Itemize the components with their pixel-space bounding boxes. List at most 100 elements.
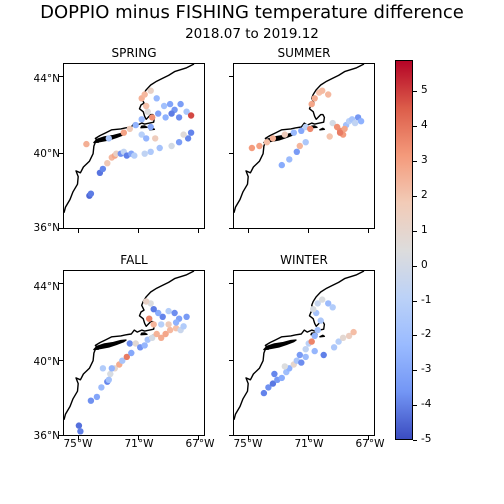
temperature-diff-point bbox=[311, 95, 318, 102]
lon-tick-mark bbox=[307, 436, 309, 440]
temperature-diff-point bbox=[141, 342, 148, 349]
temperature-diff-point bbox=[307, 125, 314, 133]
temperature-diff-point bbox=[183, 108, 190, 115]
temperature-diff-point bbox=[153, 95, 160, 102]
temperature-diff-point bbox=[345, 332, 353, 340]
lon-tick-mark bbox=[367, 229, 369, 233]
lat-tick-mark bbox=[59, 283, 63, 285]
temperature-diff-point bbox=[83, 140, 90, 148]
colorbar-tick-mark bbox=[413, 195, 417, 197]
panel-title-spring: SPRING bbox=[111, 46, 157, 60]
temperature-diff-point bbox=[155, 309, 162, 317]
temperature-diff-point bbox=[248, 144, 256, 152]
temperature-diff-point bbox=[75, 422, 83, 429]
temperature-diff-point bbox=[93, 393, 101, 401]
temperature-diff-point bbox=[269, 135, 277, 142]
temperature-diff-point bbox=[278, 161, 285, 169]
temperature-diff-point bbox=[281, 131, 288, 138]
temperature-diff-point bbox=[187, 112, 195, 119]
colorbar-tick-mark bbox=[413, 405, 417, 407]
lat-tick-mark bbox=[59, 435, 63, 436]
temperature-diff-point bbox=[310, 306, 317, 313]
temperature-diff-point bbox=[281, 363, 288, 370]
temperature-diff-point bbox=[308, 100, 315, 108]
temperature-diff-point bbox=[286, 156, 293, 163]
coastline bbox=[234, 271, 365, 420]
temperature-diff-point bbox=[87, 190, 95, 197]
temperature-diff-point bbox=[265, 384, 272, 391]
temperature-diff-point bbox=[172, 319, 180, 326]
lat-tick-mark bbox=[229, 283, 233, 285]
temperature-diff-point bbox=[175, 139, 183, 146]
temperature-diff-point bbox=[263, 139, 271, 146]
temperature-diff-point bbox=[98, 384, 105, 391]
lat-tick-mark bbox=[229, 228, 233, 229]
temperature-diff-point bbox=[296, 351, 303, 359]
temperature-diff-point bbox=[180, 323, 187, 330]
lat-tick-mark bbox=[229, 76, 233, 78]
panel-title-winter: WINTER bbox=[280, 253, 328, 267]
temperature-diff-point bbox=[126, 340, 133, 347]
temperature-diff-point bbox=[155, 110, 162, 117]
colorbar-tick-mark bbox=[413, 370, 417, 372]
lat-tick-mark bbox=[229, 152, 233, 154]
colorbar-tick-mark bbox=[413, 335, 417, 337]
temperature-diff-point bbox=[260, 389, 268, 397]
figure-subtitle: 2018.07 to 2019.12 bbox=[185, 26, 319, 42]
colorbar-tick-label: 4 bbox=[421, 119, 428, 132]
coastline bbox=[64, 64, 195, 213]
temperature-diff-point bbox=[302, 139, 309, 146]
temperature-diff-point bbox=[311, 347, 318, 355]
temperature-diff-point bbox=[107, 370, 114, 378]
lon-tick-mark bbox=[77, 436, 79, 440]
map-panel-fall bbox=[63, 270, 205, 436]
temperature-diff-point bbox=[166, 100, 174, 108]
temperature-diff-point bbox=[120, 129, 127, 136]
lat-label-36n: 36°N bbox=[33, 222, 60, 234]
temperature-diff-point bbox=[350, 328, 357, 336]
temperature-diff-point bbox=[87, 397, 95, 404]
lon-tick-mark bbox=[197, 436, 199, 440]
temperature-diff-point bbox=[104, 160, 111, 167]
temperature-diff-point bbox=[128, 349, 135, 357]
map-panel-spring bbox=[63, 63, 205, 229]
colorbar-tick-mark bbox=[413, 265, 417, 267]
temperature-diff-point bbox=[158, 321, 165, 328]
lon-label-67w-right: 67°W bbox=[355, 438, 385, 450]
temperature-diff-point bbox=[298, 359, 305, 366]
temperature-diff-point bbox=[329, 119, 336, 127]
temperature-diff-point bbox=[156, 144, 163, 152]
lon-label-75w-right: 75°W bbox=[233, 438, 263, 450]
temperature-diff-point bbox=[119, 357, 126, 364]
lat-tick-mark bbox=[229, 435, 233, 436]
temperature-diff-point bbox=[149, 114, 156, 121]
temperature-diff-point bbox=[123, 353, 130, 361]
temperature-diff-point bbox=[105, 376, 112, 383]
temperature-diff-point bbox=[308, 338, 315, 345]
temperature-diff-point bbox=[158, 334, 165, 341]
temperature-diff-point bbox=[99, 165, 107, 173]
lon-label-75w: 75°W bbox=[63, 438, 93, 450]
colorbar-tick-mark bbox=[413, 440, 417, 441]
lon-label-67w: 67°W bbox=[185, 438, 215, 450]
long-island-coastline bbox=[93, 339, 127, 351]
temperature-diff-point bbox=[146, 315, 153, 322]
lon-tick-mark bbox=[77, 229, 79, 233]
temperature-diff-point bbox=[329, 304, 336, 311]
temperature-diff-point bbox=[113, 150, 120, 157]
temperature-diff-point bbox=[296, 142, 303, 150]
temperature-diff-point bbox=[108, 365, 115, 372]
colorbar-tick-mark bbox=[413, 230, 417, 232]
temperature-diff-point bbox=[314, 326, 321, 334]
temperature-diff-point bbox=[150, 321, 157, 328]
colorbar-tick-label: 1 bbox=[421, 223, 428, 236]
temperature-diff-point bbox=[317, 317, 324, 324]
temperature-diff-point bbox=[141, 91, 148, 98]
temperature-diff-point bbox=[159, 313, 166, 320]
colorbar-tick-label: 0 bbox=[421, 258, 428, 271]
map-svg-spring bbox=[64, 64, 195, 213]
map-svg-winter bbox=[234, 271, 365, 420]
temperature-diff-point bbox=[256, 142, 263, 150]
coastline bbox=[64, 271, 195, 420]
colorbar-tick-mark bbox=[413, 126, 417, 128]
